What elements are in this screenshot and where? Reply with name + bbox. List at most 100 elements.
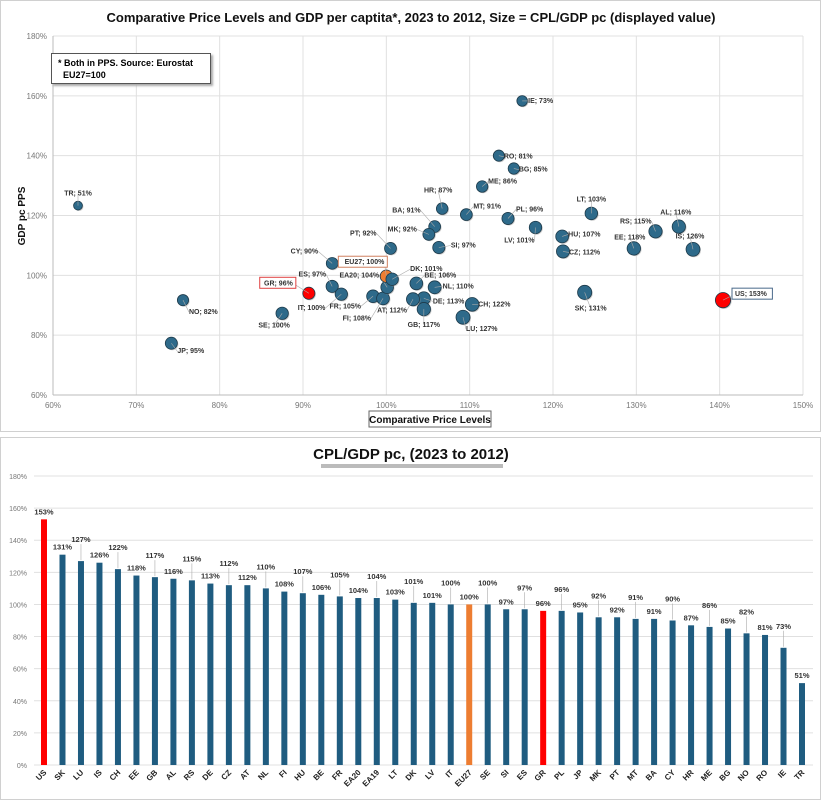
value-label: 100% <box>478 578 498 587</box>
x-axis-title: Comparative Price Levels <box>369 415 491 426</box>
leader-line <box>392 268 411 280</box>
data-label: CY; 90% <box>291 248 319 255</box>
value-label: 127% <box>71 535 91 544</box>
value-label: 118% <box>127 564 146 573</box>
leader-line <box>507 209 517 219</box>
x-axis-title-box <box>368 410 492 428</box>
category-label: CZ <box>219 768 233 782</box>
note-line-1: * Both in PPS. Source: Eurostat <box>58 58 194 68</box>
value-label: 113% <box>201 572 220 581</box>
data-label: NO; 82% <box>189 309 219 316</box>
label-box <box>259 276 297 289</box>
bar-chart-panel: CPL/GDP pc, (2023 to 2012) 0% 20% 40% 60% 80%… <box>0 437 821 800</box>
data-point-no: NO; 82% <box>176 294 219 316</box>
leader-line <box>438 245 451 248</box>
bubble-al <box>671 219 686 234</box>
leader-line <box>370 298 384 319</box>
category-label: ES <box>515 768 529 782</box>
bar-pt <box>614 617 621 765</box>
data-label: EE; 118% <box>614 234 646 241</box>
category-label: LV <box>423 768 437 782</box>
data-point-lu: LU; 127% <box>455 309 498 333</box>
data-label: PT; 92% <box>350 230 377 237</box>
category-label: HR <box>681 768 696 783</box>
bar-mk <box>595 617 602 765</box>
value-label: 100% <box>441 578 461 587</box>
category-label: EA20 <box>342 768 363 789</box>
bubble-nl <box>427 280 442 295</box>
data-label: LT; 103% <box>577 196 607 203</box>
value-label: 126% <box>90 551 110 560</box>
bar-ea19 <box>373 598 380 765</box>
data-label: RO; 81% <box>504 154 534 161</box>
category-label: BA <box>644 768 659 783</box>
data-label: DK; 101% <box>410 266 443 273</box>
value-label: 122% <box>108 543 128 552</box>
y-tick-label: 140% <box>27 152 47 161</box>
data-point-lt: LT; 103% <box>577 196 607 221</box>
category-label: AT <box>238 768 252 782</box>
value-label: 73% <box>776 622 791 631</box>
category-label: EA19 <box>361 768 382 789</box>
x-tick-label: 80% <box>212 401 228 410</box>
category-label: PL <box>552 768 566 782</box>
x-tick-label: 140% <box>709 401 729 410</box>
data-label: GB; 117% <box>408 322 441 329</box>
y-tick-label: 140% <box>9 538 27 545</box>
y-tick-label: 100% <box>27 271 47 280</box>
category-label: PT <box>608 768 622 782</box>
bar-lt <box>392 599 399 765</box>
category-label: SK <box>53 768 67 782</box>
data-label: LV; 101% <box>504 237 535 244</box>
category-label: NO <box>736 768 751 783</box>
leader-line <box>562 251 570 253</box>
category-label: ME <box>699 768 714 783</box>
bar-al <box>170 578 177 765</box>
leader-line <box>513 168 519 170</box>
bar-ee <box>133 575 140 765</box>
data-label: HR; 87% <box>424 188 453 195</box>
x-tick-label: 130% <box>626 401 646 410</box>
bar-me <box>706 626 713 765</box>
leader-line <box>416 275 425 284</box>
category-label: TR <box>793 768 807 782</box>
category-label: EU27 <box>453 768 474 789</box>
bar-se <box>484 604 491 765</box>
data-point-mt: MT; 91% <box>460 204 502 222</box>
value-label: 100% <box>460 592 480 601</box>
category-label: DK <box>404 768 419 783</box>
category-label: FR <box>330 768 344 782</box>
category-label: AL <box>164 768 178 782</box>
leader-line <box>651 221 656 232</box>
x-tick-label: 100% <box>376 401 396 410</box>
category-label: GB <box>144 768 159 783</box>
y-tick-label: 40% <box>13 699 27 706</box>
data-point-ee: EE; 118% <box>614 234 646 257</box>
data-label: SK; 131% <box>575 305 608 312</box>
data-label: MK; 92% <box>388 226 418 233</box>
value-label: 91% <box>647 607 662 616</box>
bar-pl <box>558 610 565 765</box>
value-label: 96% <box>536 599 551 608</box>
value-label: 97% <box>517 583 532 592</box>
bar-hr <box>688 625 695 765</box>
label-box <box>337 255 388 268</box>
data-point-mk: MK; 92% <box>388 226 436 242</box>
y-tick-label: 160% <box>27 92 47 101</box>
x-tick-label: 90% <box>295 401 311 410</box>
value-label: 103% <box>386 588 406 597</box>
value-label: 96% <box>554 585 569 594</box>
leader-line <box>437 190 443 209</box>
bar-fr <box>336 596 343 765</box>
bar-rs <box>188 580 195 765</box>
leader-line <box>481 181 489 187</box>
data-label: LU; 127% <box>466 326 498 333</box>
category-label: CY <box>663 768 678 783</box>
category-label: HU <box>293 768 308 783</box>
bar-tr <box>799 683 805 765</box>
leader-line <box>562 234 569 237</box>
bar-ea20 <box>355 598 362 765</box>
leader-line <box>466 206 474 215</box>
data-label: IS; 126% <box>676 233 706 240</box>
y-tick-label: 120% <box>27 212 47 221</box>
